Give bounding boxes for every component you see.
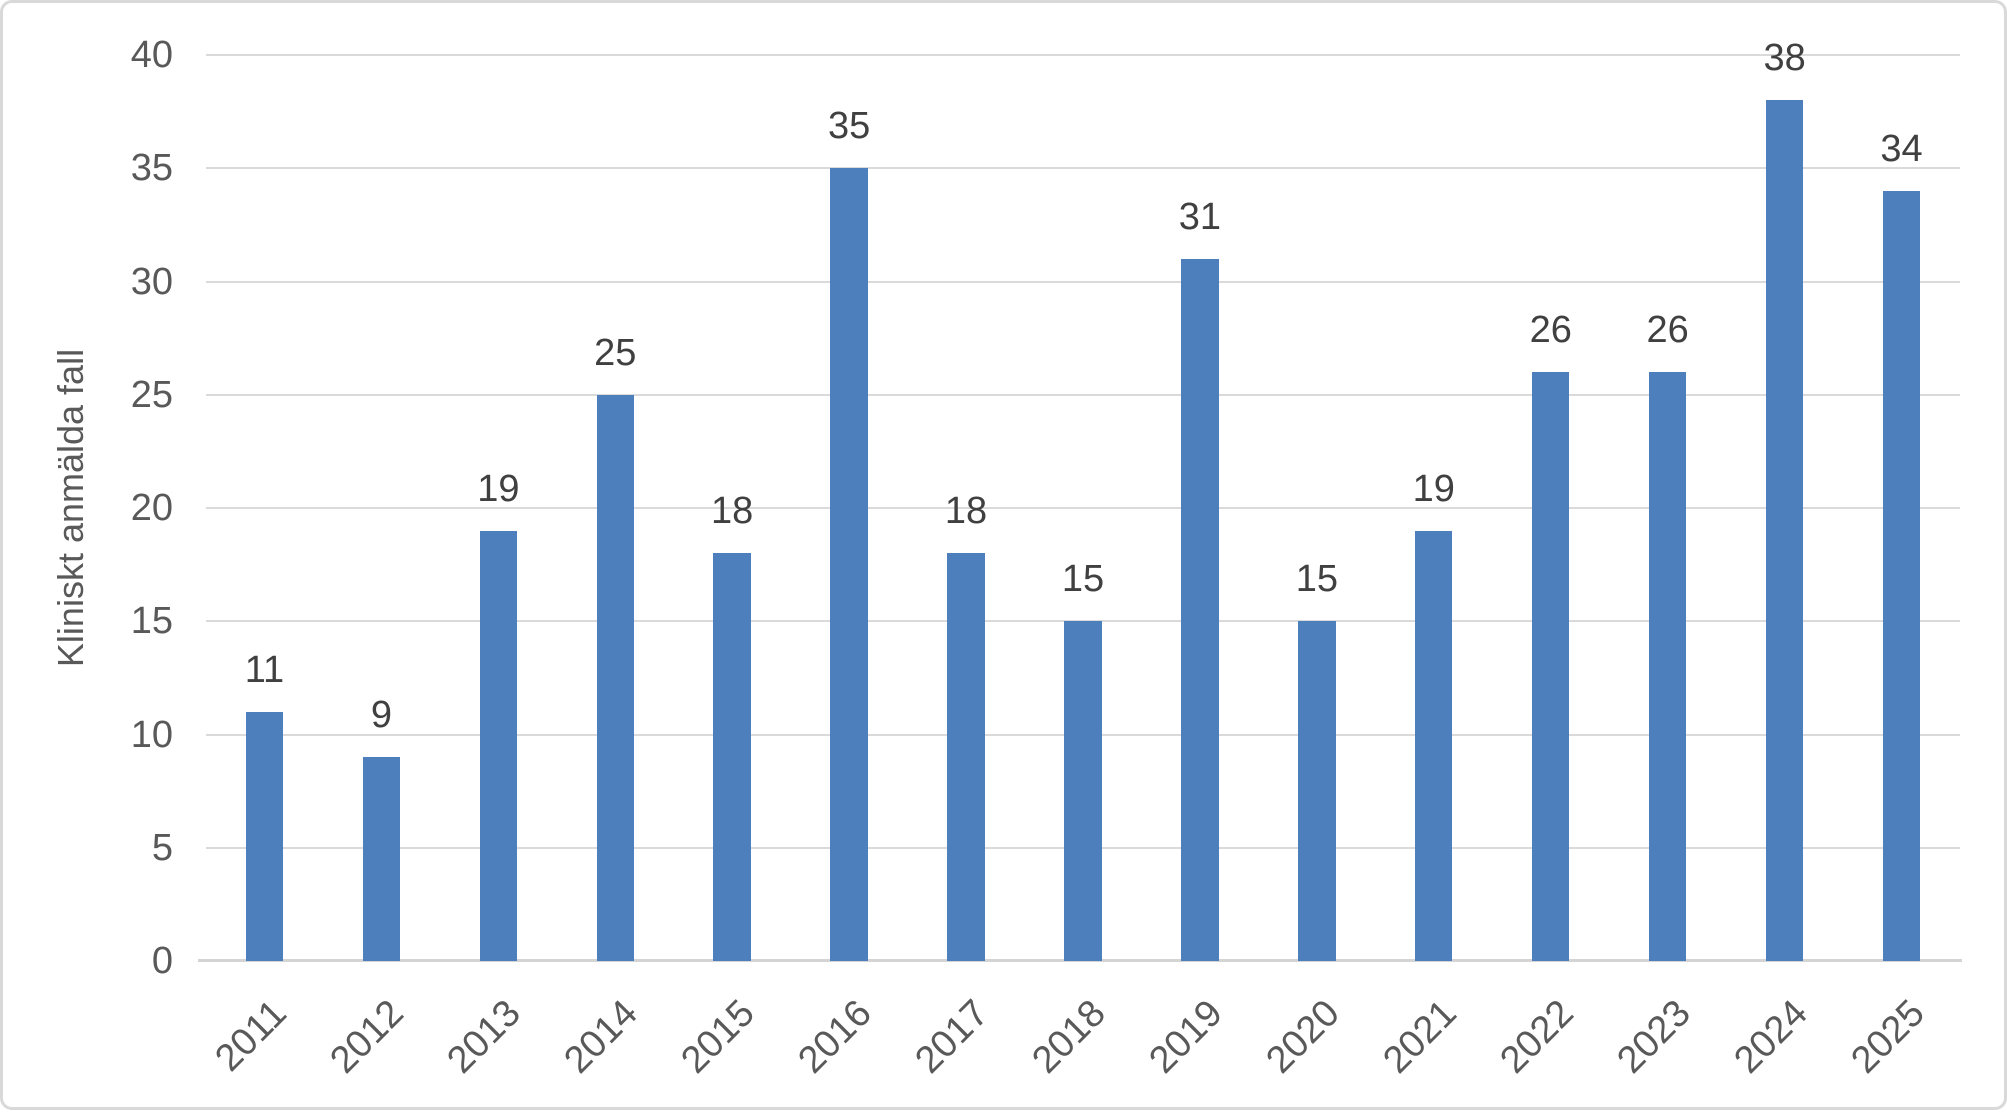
data-label-2024: 38 — [1763, 37, 1806, 80]
bar-2022 — [1532, 372, 1570, 961]
bar-2016 — [830, 168, 868, 961]
x-tick-label-2015: 2015 — [673, 992, 764, 1082]
y-tick-label-25: 25 — [130, 373, 173, 416]
bar-2023 — [1648, 372, 1687, 961]
data-label-2013: 19 — [477, 467, 520, 510]
data-label-2014: 25 — [594, 331, 637, 374]
bar-2020 — [1298, 621, 1336, 961]
data-label-2019: 31 — [1178, 195, 1222, 238]
y-tick-label-0: 0 — [151, 940, 173, 982]
bar-2019 — [1181, 258, 1219, 961]
data-label-2023: 26 — [1646, 309, 1689, 352]
x-tick-label-2024: 2024 — [1725, 992, 1816, 1082]
x-tick-label-2025: 2025 — [1842, 992, 1933, 1082]
bar-2024 — [1765, 100, 1804, 961]
y-tick-label-30: 30 — [130, 260, 173, 303]
bar-2015 — [713, 553, 751, 961]
plot-area: 11 9 19 25 18 35 18 15 31 15 19 26 26 38 34 — [198, 37, 1962, 962]
bar-2017 — [947, 553, 985, 961]
gridline-30 — [206, 280, 1960, 283]
gridline-35 — [206, 167, 1960, 170]
data-label-2021: 19 — [1412, 467, 1455, 510]
x-tick-label-2013: 2013 — [439, 992, 530, 1082]
x-tick-label-2011: 2011 — [207, 992, 296, 1080]
x-tick-label-2012: 2012 — [322, 992, 413, 1082]
bar-2025 — [1882, 190, 1921, 961]
y-tick-label-20: 20 — [130, 487, 173, 529]
bar-2021 — [1415, 530, 1453, 961]
y-tick-label-15: 15 — [130, 600, 173, 643]
gridline-40 — [206, 54, 1960, 56]
y-tick-label-35: 35 — [130, 147, 173, 190]
data-label-2017: 18 — [944, 490, 988, 533]
data-label-2016: 35 — [827, 105, 871, 148]
bar-2013 — [479, 530, 518, 961]
x-tick-label-2023: 2023 — [1609, 992, 1699, 1082]
gridline-20 — [206, 507, 1960, 509]
y-tick-label-10: 10 — [130, 713, 173, 756]
data-label-2022: 26 — [1529, 309, 1572, 352]
bar-2018 — [1064, 621, 1102, 961]
bar-2012 — [362, 757, 401, 961]
x-tick-label-2014: 2014 — [556, 992, 647, 1082]
x-tick-label-2022: 2022 — [1492, 992, 1582, 1082]
x-tick-label-2019: 2019 — [1141, 992, 1231, 1082]
bar-2011 — [245, 711, 284, 961]
data-label-2015: 18 — [711, 490, 754, 533]
data-label-2025: 34 — [1880, 127, 1923, 170]
x-tick-label-2021: 2021 — [1375, 992, 1465, 1082]
data-label-2018: 15 — [1061, 558, 1105, 601]
x-tick-label-2018: 2018 — [1024, 992, 1114, 1082]
x-tick-label-2020: 2020 — [1258, 992, 1348, 1082]
y-tick-label-40: 40 — [130, 34, 173, 76]
data-label-2012: 9 — [370, 694, 392, 737]
bar-2014 — [596, 394, 634, 961]
data-label-2011: 11 — [244, 648, 285, 691]
x-tick-label-2016: 2016 — [790, 992, 880, 1082]
y-tick-label-5: 5 — [151, 826, 173, 869]
gridline-25 — [206, 393, 1960, 396]
data-label-2020: 15 — [1295, 558, 1338, 601]
x-tick-label-2017: 2017 — [907, 992, 997, 1082]
